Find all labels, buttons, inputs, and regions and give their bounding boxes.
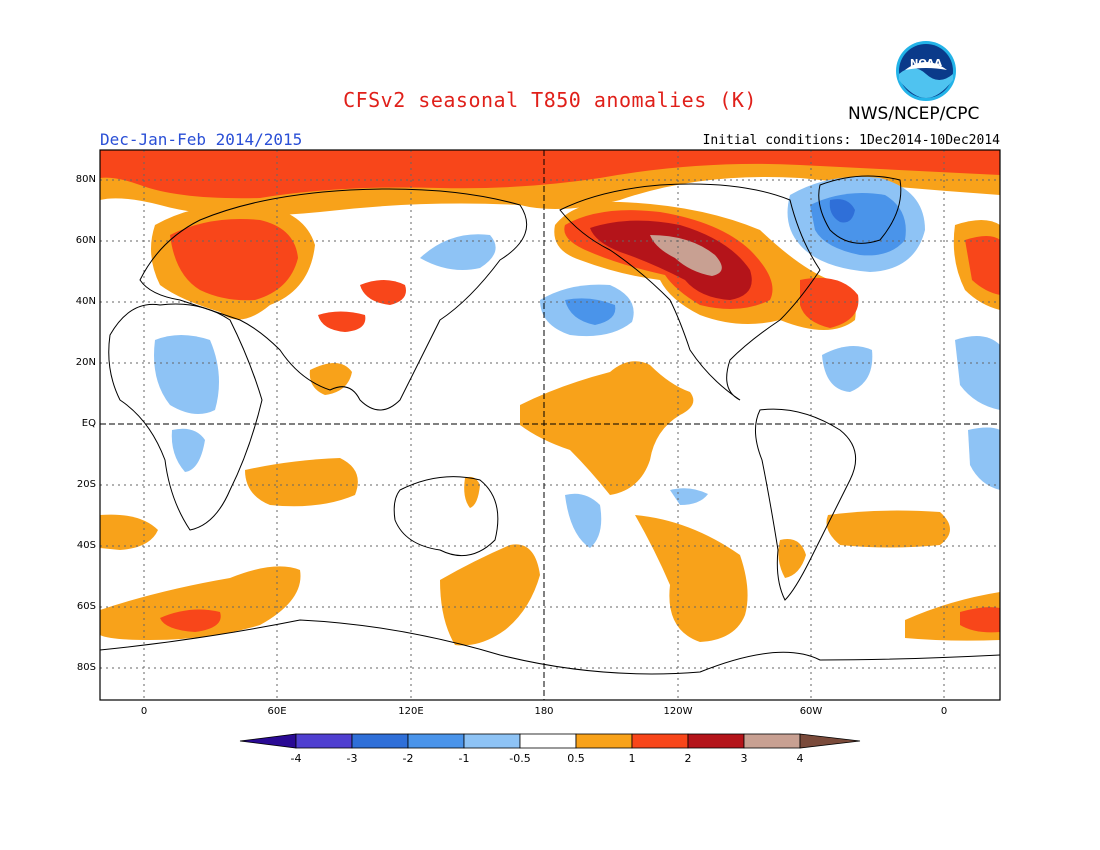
lat-label-eq: EQ <box>81 418 96 429</box>
central-africa-cold <box>171 428 205 472</box>
colorbar-swatch-1-2 <box>631 733 689 749</box>
colorbar-swatch-2-3 <box>687 733 745 749</box>
lat-label-80s: 80S <box>76 662 96 673</box>
colorbar-label-1: 1 <box>628 752 636 765</box>
colorbar-swatch-minus3-minus2 <box>351 733 409 749</box>
tropical-pacific-warm <box>520 361 694 495</box>
map-title: CFSv2 seasonal T850 anomalies (K) <box>343 88 757 112</box>
tibet-warm <box>318 311 366 332</box>
colorbar-swatch-minus4-minus3 <box>295 733 353 749</box>
tasman-warm <box>440 544 540 646</box>
southern-ocean-warm-west <box>100 566 301 640</box>
colorbar-swatch-minus1-minus05 <box>463 733 521 749</box>
south-pacific-cold <box>565 493 602 548</box>
greenland-strong-cold <box>829 199 855 223</box>
southern-ocean-moderate-warm-east <box>960 607 1000 633</box>
eurasia-coastline <box>139 188 528 411</box>
north-america-strong-warm <box>590 220 752 300</box>
colorbar-label-4: 4 <box>796 752 804 765</box>
colorbar-label-minus2: -2 <box>402 752 414 765</box>
colorbar-label-3: 3 <box>740 752 748 765</box>
lat-label-20s: 20S <box>76 479 96 490</box>
initial-conditions-label: Initial conditions: 1Dec2014-10Dec2014 <box>702 133 1000 148</box>
map-frame <box>99 149 1001 701</box>
lat-label-40s: 40S <box>76 540 96 551</box>
colorbar-swatch-neutral <box>519 733 577 749</box>
coastlines <box>100 175 1000 675</box>
colorbar-swatch-minus2-minus1 <box>407 733 465 749</box>
agency-label: NWS/NCEP/CPC <box>848 104 980 124</box>
lon-label-60e: 60E <box>267 706 287 717</box>
colorbar <box>239 733 861 749</box>
logo-text: NOAA <box>910 58 942 69</box>
lat-label-20n: 20N <box>75 357 96 368</box>
season-label: Dec-Jan-Feb 2014/2015 <box>100 130 303 149</box>
colorbar-label-minus3: -3 <box>346 752 358 765</box>
patagonia-warm <box>778 539 806 578</box>
australia-coastline <box>393 476 499 557</box>
europe-moderate-warm <box>170 219 298 301</box>
colorbar-label-minus1: -1 <box>458 752 470 765</box>
colorbar-label-05: 0.5 <box>567 752 585 765</box>
central-asia-warm <box>360 280 406 305</box>
caribbean-cold <box>822 346 873 392</box>
colorbar-label-minus05: -0.5 <box>509 752 531 765</box>
noaa-logo-icon: NOAA <box>896 41 956 101</box>
north-america-coastline <box>559 183 821 401</box>
east-asia-cold <box>420 234 496 271</box>
anomaly-shading <box>100 150 1000 700</box>
lon-label-0-east: 0 <box>940 706 948 717</box>
lat-label-60s: 60S <box>76 601 96 612</box>
lon-label-0-west: 0 <box>140 706 148 717</box>
north-africa-cold <box>154 335 219 414</box>
colorbar-label-2: 2 <box>684 752 692 765</box>
australia-warm <box>464 476 480 508</box>
colorbar-swatch-3-4 <box>743 733 801 749</box>
colorbar-swatch-lt-minus4 <box>239 733 297 749</box>
mid-pacific-cold <box>670 488 708 505</box>
colorbar-swatch-gt-4 <box>799 733 861 749</box>
reference-lines <box>100 150 1000 700</box>
north-america-extreme-warm <box>650 235 722 276</box>
south-atlantic-cold-edge <box>968 427 1000 490</box>
arctic-strong-warm-anomaly <box>100 150 1000 199</box>
grid-lines <box>100 150 1000 700</box>
lat-label-40n: 40N <box>75 296 96 307</box>
lon-label-60w: 60W <box>799 706 823 717</box>
east-atlantic-cold <box>955 336 1000 410</box>
lat-label-60n: 60N <box>75 235 96 246</box>
south-pacific-warm <box>635 515 748 642</box>
indian-ocean-warm <box>245 458 358 507</box>
atlantic-warm-anomaly <box>800 277 859 328</box>
lat-label-80n: 80N <box>75 174 96 185</box>
africa-coastline <box>108 303 263 531</box>
colorbar-swatch-05-1 <box>575 733 633 749</box>
lon-label-180: 180 <box>534 706 554 717</box>
lon-label-120e: 120E <box>398 706 424 717</box>
north-pacific-moderate-cold <box>565 298 616 325</box>
greenland-coastline <box>818 175 902 244</box>
antarctica-coastline <box>100 619 1000 675</box>
south-america-coastline <box>755 408 857 601</box>
southern-ocean-moderate-warm <box>160 609 221 632</box>
south-america-east-warm <box>826 510 950 548</box>
east-europe-moderate-warm <box>965 236 1000 295</box>
colorbar-label-minus4: -4 <box>290 752 302 765</box>
lon-label-120w: 120W <box>663 706 693 717</box>
